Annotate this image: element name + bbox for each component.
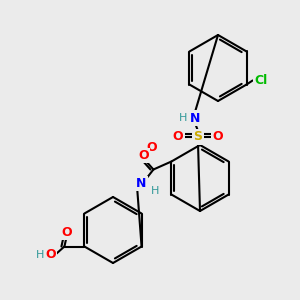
Text: Cl: Cl — [254, 74, 267, 87]
Text: H: H — [179, 113, 187, 123]
Text: O: O — [146, 141, 157, 154]
Text: O: O — [45, 248, 56, 261]
Text: H: H — [151, 187, 160, 196]
Text: H: H — [36, 250, 45, 260]
Text: O: O — [213, 130, 223, 143]
Text: N: N — [190, 112, 200, 124]
Text: N: N — [136, 177, 147, 190]
Text: O: O — [61, 226, 72, 239]
Text: S: S — [194, 130, 202, 143]
Text: O: O — [138, 149, 149, 162]
Text: O: O — [173, 130, 183, 143]
